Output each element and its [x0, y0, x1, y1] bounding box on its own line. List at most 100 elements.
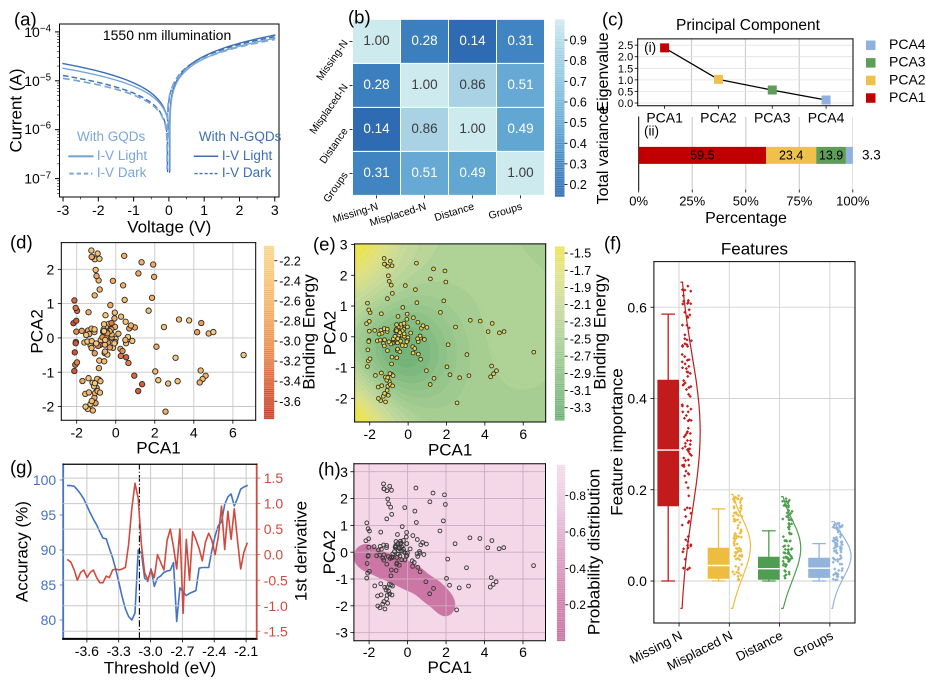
- svg-text:-2: -2: [335, 390, 348, 406]
- svg-text:-1: -1: [42, 364, 55, 380]
- svg-text:1550 nm illumination: 1550 nm illumination: [103, 27, 231, 43]
- svg-text:-2: -2: [363, 644, 376, 660]
- svg-text:0.31: 0.31: [507, 33, 533, 48]
- svg-text:0: 0: [404, 426, 412, 442]
- svg-text:I-V Dark: I-V Dark: [97, 165, 147, 180]
- svg-text:-3.0: -3.0: [279, 335, 301, 349]
- svg-text:With N-GQDs: With N-GQDs: [199, 129, 282, 144]
- svg-text:0.51: 0.51: [411, 165, 437, 180]
- svg-text:-3.0: -3.0: [138, 643, 162, 659]
- svg-text:2: 2: [47, 261, 55, 277]
- svg-text:-1.5: -1.5: [570, 247, 592, 261]
- svg-text:(i): (i): [644, 40, 656, 55]
- svg-text:0.4: 0.4: [627, 391, 647, 407]
- svg-text:PCA2: PCA2: [321, 311, 340, 355]
- svg-text:-2.1: -2.1: [570, 298, 592, 312]
- svg-text:PCA4: PCA4: [889, 36, 926, 52]
- svg-text:1 0 −: 1 0 − 5: [24, 68, 51, 90]
- svg-text:3: 3: [340, 464, 348, 480]
- svg-text:-2: -2: [335, 598, 348, 614]
- svg-text:0.0: 0.0: [618, 98, 633, 110]
- svg-text:13.9: 13.9: [819, 148, 843, 162]
- svg-text:-2.1: -2.1: [234, 643, 258, 659]
- svg-text:1st derivative: 1st derivative: [291, 501, 310, 601]
- svg-text:95: 95: [41, 507, 57, 523]
- svg-text:0.14: 0.14: [363, 121, 390, 136]
- svg-text:-2.2: -2.2: [279, 254, 301, 268]
- svg-text:0: 0: [47, 330, 55, 346]
- svg-text:4: 4: [481, 426, 489, 442]
- svg-text:Binding Energy: Binding Energy: [590, 274, 609, 390]
- svg-text:100%: 100%: [836, 193, 870, 208]
- svg-text:1 0 −: 1 0 − 4: [24, 19, 51, 41]
- svg-text:-2: -2: [70, 424, 83, 440]
- svg-text:-3.6: -3.6: [75, 643, 99, 659]
- svg-text:-3.6: -3.6: [279, 395, 301, 409]
- svg-text:0: 0: [340, 329, 348, 345]
- svg-text:2.0: 2.0: [618, 52, 633, 64]
- svg-text:3: 3: [271, 202, 279, 218]
- svg-text:PCA1: PCA1: [889, 89, 926, 105]
- svg-text:Principal Component: Principal Component: [676, 17, 821, 34]
- svg-text:0.2: 0.2: [570, 178, 587, 192]
- svg-text:(c): (c): [602, 8, 624, 29]
- svg-text:2: 2: [340, 491, 348, 507]
- svg-text:50%: 50%: [733, 193, 759, 208]
- svg-text:-3.4: -3.4: [279, 375, 301, 389]
- svg-text:0: 0: [165, 202, 173, 218]
- svg-text:6: 6: [519, 426, 527, 442]
- svg-text:PCA1: PCA1: [427, 658, 471, 677]
- svg-text:0.4: 0.4: [570, 137, 587, 151]
- svg-text:(b): (b): [348, 6, 371, 27]
- svg-text:-2.4: -2.4: [202, 643, 226, 659]
- svg-text:1: 1: [47, 296, 55, 312]
- svg-text:-3.2: -3.2: [279, 355, 301, 369]
- svg-text:PCA1: PCA1: [136, 439, 180, 458]
- svg-text:85: 85: [41, 577, 57, 593]
- svg-text:6: 6: [229, 424, 237, 440]
- svg-text:0.0: 0.0: [627, 573, 647, 589]
- svg-text:Total variance: Total variance: [595, 106, 612, 205]
- svg-text:With GQDs: With GQDs: [77, 129, 146, 144]
- svg-text:PCA3: PCA3: [889, 54, 926, 70]
- svg-text:Voltage (V): Voltage (V): [127, 217, 211, 236]
- svg-text:1.00: 1.00: [411, 77, 437, 92]
- svg-text:0.6: 0.6: [627, 299, 647, 315]
- svg-text:1.0: 1.0: [264, 496, 284, 512]
- svg-text:0.4: 0.4: [569, 562, 586, 576]
- svg-text:1: 1: [340, 298, 348, 314]
- svg-text:-2.5: -2.5: [570, 333, 592, 347]
- svg-text:-2: -2: [364, 426, 377, 442]
- svg-text:(h): (h): [318, 458, 341, 479]
- svg-text:80: 80: [41, 612, 57, 628]
- svg-text:PCA2: PCA2: [700, 109, 737, 125]
- svg-text:1.0: 1.0: [618, 75, 633, 87]
- svg-text:0.8: 0.8: [570, 54, 587, 68]
- svg-text:0.6: 0.6: [570, 95, 587, 109]
- svg-text:3.3: 3.3: [862, 148, 881, 163]
- svg-text:PCA2: PCA2: [889, 71, 926, 87]
- svg-text:-2: -2: [42, 399, 55, 415]
- svg-text:(a): (a): [14, 8, 37, 29]
- svg-text:Threshold (eV): Threshold (eV): [104, 658, 216, 677]
- svg-text:0%: 0%: [629, 193, 648, 208]
- svg-text:100: 100: [33, 472, 57, 488]
- svg-text:-1: -1: [335, 360, 348, 376]
- svg-text:(e): (e): [313, 233, 336, 254]
- svg-text:I-V Dark: I-V Dark: [222, 165, 272, 180]
- svg-text:0.5: 0.5: [264, 521, 284, 537]
- svg-text:0.9: 0.9: [570, 34, 587, 48]
- svg-text:0.2: 0.2: [569, 598, 586, 612]
- svg-text:-2.3: -2.3: [570, 315, 592, 329]
- svg-text:0.86: 0.86: [411, 121, 437, 136]
- svg-text:-2: -2: [92, 202, 105, 218]
- svg-text:0: 0: [340, 544, 348, 560]
- svg-text:PCA2: PCA2: [27, 309, 46, 353]
- svg-text:Features: Features: [721, 240, 788, 259]
- svg-text:Percentage: Percentage: [705, 210, 787, 227]
- svg-text:25%: 25%: [679, 193, 705, 208]
- svg-text:0.86: 0.86: [459, 77, 485, 92]
- svg-text:PCA2: PCA2: [320, 530, 339, 574]
- svg-text:0.7: 0.7: [570, 75, 587, 89]
- svg-text:-2.8: -2.8: [279, 314, 301, 328]
